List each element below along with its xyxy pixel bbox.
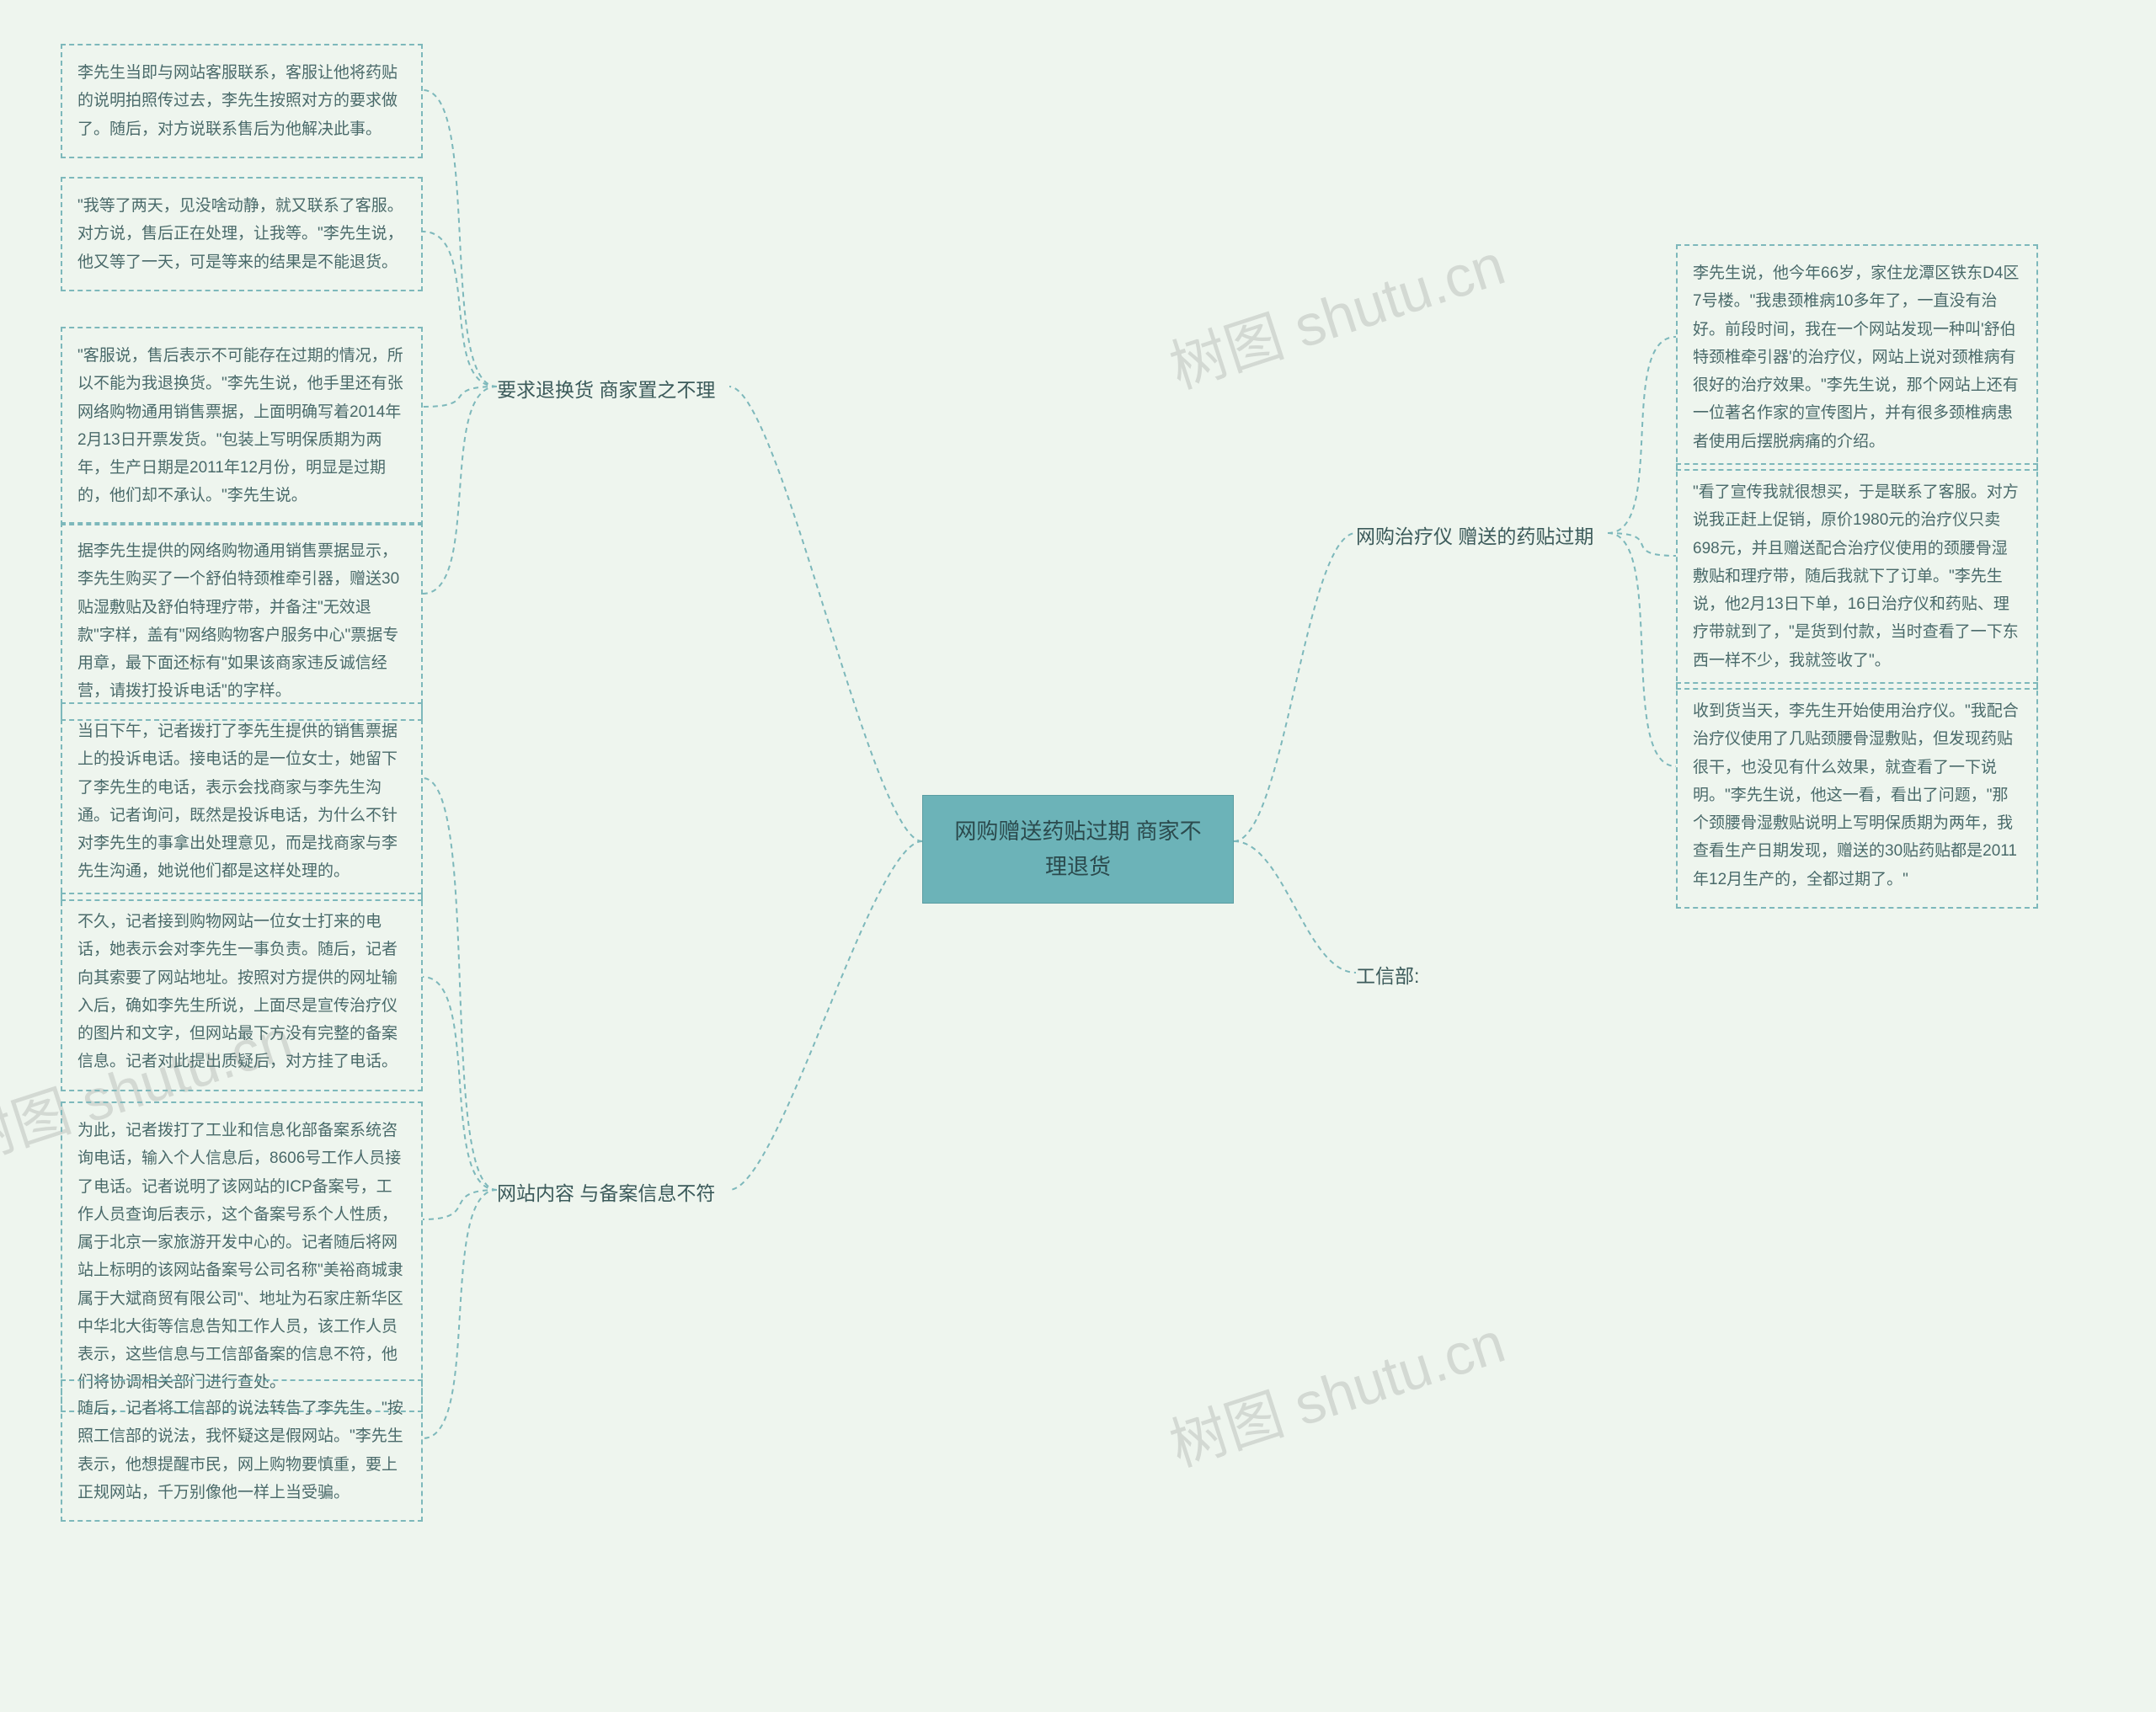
- branch-label: 网站内容 与备案信息不符: [497, 1177, 715, 1206]
- branch-label: 工信部:: [1356, 960, 1419, 989]
- branch-label: 要求退换货 商家置之不理: [497, 374, 715, 403]
- leaf-node: 随后，记者将工信部的说法转告了李先生。"按照工信部的说法，我怀疑这是假网站。"李…: [61, 1379, 423, 1522]
- leaf-node: "看了宣传我就很想买，于是联系了客服。对方说我正赶上促销，原价1980元的治疗仪…: [1676, 463, 2038, 690]
- leaf-node: 为此，记者拨打了工业和信息化部备案系统咨询电话，输入个人信息后，8606号工作人…: [61, 1101, 423, 1412]
- watermark: 树图 shutu.cn: [1158, 1296, 1513, 1482]
- center-text: 网购赠送药贴过期 商家不理退货: [954, 819, 1201, 879]
- branch-label: 网购治疗仪 赠送的药贴过期: [1356, 520, 1593, 549]
- leaf-node: 李先生说，他今年66岁，家住龙潭区铁东D4区7号楼。"我患颈椎病10多年了，一直…: [1676, 244, 2038, 471]
- leaf-node: 据李先生提供的网络购物通用销售票据显示，李先生购买了一个舒伯特颈椎牵引器，赠送3…: [61, 522, 423, 721]
- center-node: 网购赠送药贴过期 商家不理退货: [922, 795, 1234, 904]
- leaf-node: "客服说，售后表示不可能存在过期的情况，所以不能为我退换货。"李先生说，他手里还…: [61, 327, 423, 525]
- leaf-node: 不久，记者接到购物网站一位女士打来的电话，她表示会对李先生一事负责。随后，记者向…: [61, 893, 423, 1091]
- leaf-node: 李先生当即与网站客服联系，客服让他将药贴的说明拍照传过去，李先生按照对方的要求做…: [61, 44, 423, 158]
- leaf-node: 收到货当天，李先生开始使用治疗仪。"我配合治疗仪使用了几贴颈腰骨湿敷贴，但发现药…: [1676, 682, 2038, 909]
- watermark: 树图 shutu.cn: [1158, 218, 1513, 404]
- leaf-node: 当日下午，记者拨打了李先生提供的销售票据上的投诉电话。接电话的是一位女士，她留下…: [61, 702, 423, 901]
- leaf-node: "我等了两天，见没啥动静，就又联系了客服。对方说，售后正在处理，让我等。"李先生…: [61, 177, 423, 291]
